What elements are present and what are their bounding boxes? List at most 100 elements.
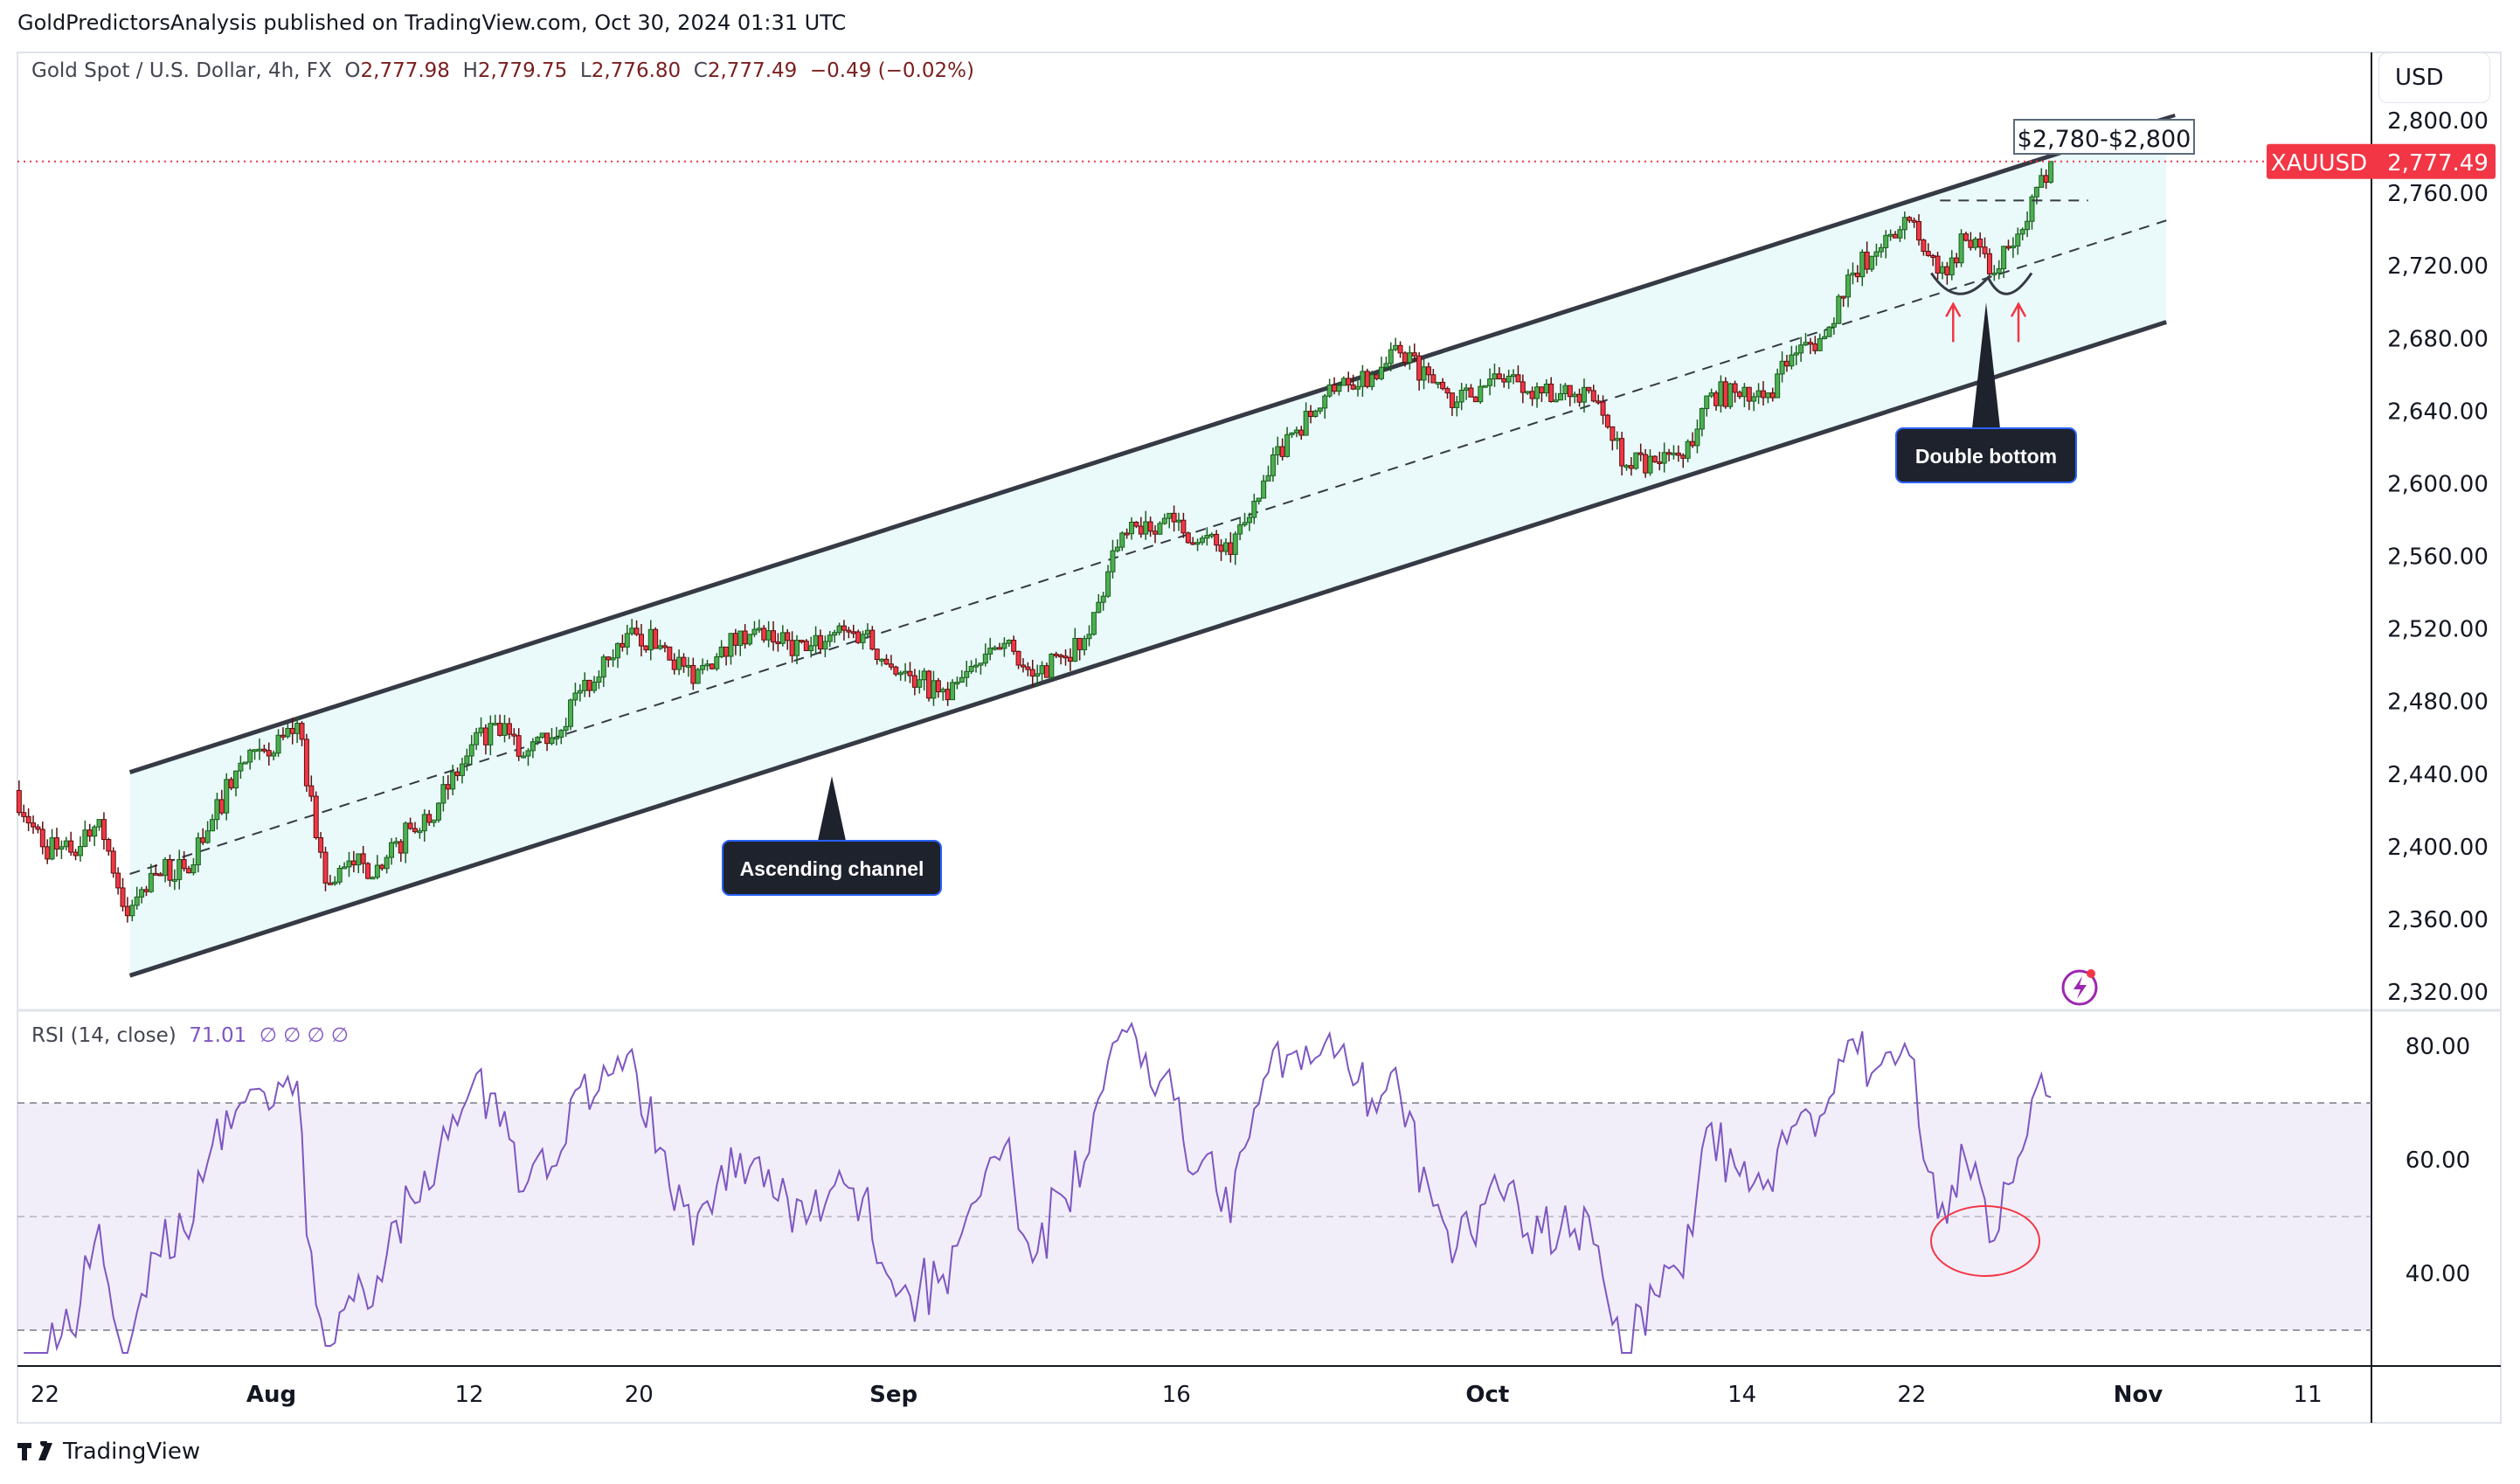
candle[interactable] [308, 775, 315, 802]
candle[interactable] [2019, 227, 2025, 241]
candle[interactable] [525, 748, 531, 766]
candle[interactable] [360, 845, 366, 874]
candle[interactable] [1346, 371, 1352, 392]
candle[interactable] [190, 857, 197, 876]
candle[interactable] [407, 817, 413, 830]
candle[interactable] [1303, 402, 1309, 436]
candle[interactable] [614, 642, 620, 669]
candle[interactable] [177, 849, 183, 890]
candle[interactable] [1411, 343, 1417, 362]
candle[interactable] [431, 819, 437, 828]
candle[interactable] [1049, 653, 1055, 681]
candle[interactable] [600, 654, 606, 688]
candle[interactable] [1388, 342, 1394, 371]
candle[interactable] [35, 824, 41, 834]
candle[interactable] [964, 661, 970, 687]
candle[interactable] [171, 869, 177, 891]
candle[interactable] [1425, 362, 1431, 384]
candle[interactable] [950, 679, 956, 701]
rsi-highlight-circle[interactable] [1930, 1205, 2040, 1277]
candle[interactable] [855, 629, 862, 644]
candle[interactable] [1746, 386, 1752, 411]
candle[interactable] [968, 660, 974, 675]
candle[interactable] [1604, 413, 1610, 429]
candle[interactable] [869, 626, 876, 651]
candle[interactable] [1449, 392, 1455, 416]
candle[interactable] [1873, 243, 1880, 267]
candle[interactable] [1393, 337, 1399, 351]
candle[interactable] [661, 641, 668, 653]
candle[interactable] [785, 628, 791, 650]
tradingview-logo[interactable]: TradingView [17, 1439, 200, 1465]
candle[interactable] [2010, 237, 2016, 259]
candle[interactable] [1699, 407, 1705, 437]
candle[interactable] [803, 639, 809, 652]
candle[interactable] [808, 636, 814, 658]
candle[interactable] [139, 886, 145, 904]
candle[interactable] [39, 822, 45, 855]
candle[interactable] [978, 662, 984, 675]
candle[interactable] [1194, 538, 1201, 551]
candle[interactable] [1261, 475, 1267, 499]
candle[interactable] [1986, 248, 1992, 277]
candle[interactable] [592, 676, 598, 694]
candle[interactable] [426, 809, 433, 826]
candle[interactable] [1242, 512, 1248, 527]
candle[interactable] [511, 728, 517, 745]
candle[interactable] [1251, 493, 1257, 524]
candle[interactable] [31, 815, 37, 835]
candle[interactable] [1779, 351, 1785, 383]
candle[interactable] [1157, 521, 1163, 536]
channel-upper-line[interactable] [128, 116, 2168, 775]
candle[interactable] [1322, 393, 1328, 419]
candle[interactable] [313, 791, 319, 840]
candle[interactable] [370, 876, 376, 880]
candle[interactable] [1869, 255, 1875, 272]
candle[interactable] [1722, 377, 1728, 409]
candle[interactable] [959, 669, 965, 683]
candle[interactable] [860, 630, 866, 650]
candle[interactable] [332, 876, 338, 886]
candle[interactable] [1878, 243, 1884, 258]
candle[interactable] [100, 812, 107, 850]
candle[interactable] [1567, 385, 1573, 406]
double-bottom-callout[interactable]: Double bottom [1895, 302, 2077, 483]
candle[interactable] [841, 620, 847, 641]
candle[interactable] [681, 653, 687, 673]
candle[interactable] [16, 780, 22, 816]
candle[interactable] [2001, 246, 2007, 279]
candle[interactable] [1935, 252, 1941, 280]
candle[interactable] [1133, 521, 1139, 529]
candle[interactable] [1496, 367, 1502, 380]
candle[interactable] [521, 752, 527, 759]
candle[interactable] [115, 867, 121, 895]
candle[interactable] [1383, 357, 1389, 369]
candle[interactable] [535, 736, 541, 745]
candle[interactable] [1110, 539, 1116, 579]
candle[interactable] [1515, 365, 1521, 383]
candle[interactable] [1270, 447, 1276, 482]
candle[interactable] [342, 862, 348, 870]
candle[interactable] [1312, 409, 1319, 418]
candle[interactable] [1472, 396, 1478, 403]
candle[interactable] [596, 669, 602, 690]
candle[interactable] [1015, 650, 1021, 669]
candle[interactable] [1147, 517, 1153, 537]
candle[interactable] [1958, 229, 1964, 267]
candle[interactable] [1996, 260, 2002, 280]
candle[interactable] [336, 864, 343, 885]
candle[interactable] [2015, 227, 2021, 255]
candle[interactable] [1727, 382, 1734, 410]
candle[interactable] [63, 836, 69, 850]
candle[interactable] [1977, 232, 1983, 258]
candle[interactable] [1619, 432, 1625, 475]
candle[interactable] [1883, 230, 1889, 259]
candle[interactable] [1633, 452, 1639, 470]
candle[interactable] [1129, 517, 1135, 540]
candle[interactable] [1637, 443, 1644, 461]
candle[interactable] [1237, 517, 1243, 541]
candle[interactable] [1340, 376, 1347, 386]
candle[interactable] [73, 849, 79, 861]
candle[interactable] [1807, 337, 1813, 355]
candle[interactable] [1557, 383, 1563, 401]
